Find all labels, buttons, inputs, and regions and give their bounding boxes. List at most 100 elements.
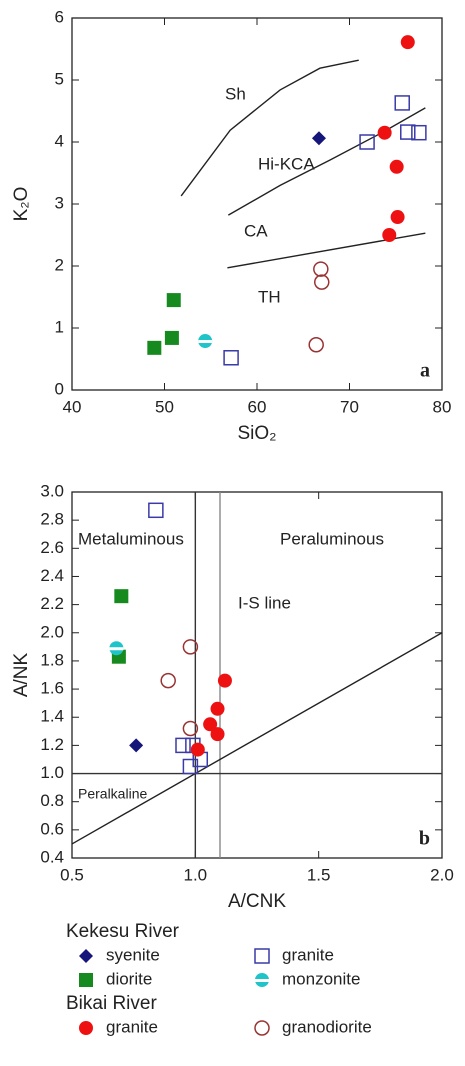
- y-tick-label: 1.6: [40, 679, 64, 698]
- y-axis-label: K₂O: [11, 187, 32, 222]
- data-point: [411, 124, 427, 141]
- marker: [129, 738, 144, 753]
- data-point: [308, 336, 324, 353]
- field-label: Metaluminous: [78, 529, 184, 548]
- marker: [114, 589, 129, 604]
- data-point: [313, 261, 329, 277]
- marker: [411, 124, 427, 141]
- data-point: [148, 502, 164, 519]
- panel-label: b: [419, 828, 430, 850]
- y-tick-label: 1.0: [40, 763, 64, 782]
- marker-band: [198, 340, 213, 344]
- legend-marker: [79, 1021, 93, 1035]
- field-label: TH: [258, 287, 281, 306]
- marker: [217, 673, 232, 688]
- y-tick-label: 1.2: [40, 735, 64, 754]
- data-point: [314, 274, 330, 290]
- marker: [400, 124, 416, 140]
- x-axis-label: SiO₂: [237, 423, 276, 444]
- panel-label: a: [420, 360, 430, 382]
- marker: [160, 672, 176, 689]
- field-label: Peralkaline: [78, 786, 147, 802]
- marker: [182, 720, 199, 737]
- marker: [147, 340, 162, 355]
- boundary-line: [180, 59, 359, 197]
- legend-marker: [254, 1020, 270, 1036]
- y-tick-label: 6: [55, 7, 64, 26]
- marker: [79, 949, 93, 963]
- y-tick-label: 3.0: [40, 481, 64, 500]
- data-point: [311, 131, 326, 146]
- y-tick-label: 2.0: [40, 622, 64, 641]
- data-point: [182, 720, 199, 737]
- data-point: [175, 737, 191, 754]
- x-tick-label: 50: [155, 397, 174, 416]
- x-tick-label: 1.0: [184, 865, 208, 884]
- marker: [203, 717, 218, 732]
- data-point: [182, 639, 199, 655]
- marker: [210, 701, 225, 716]
- legend-label: granite: [106, 1017, 158, 1036]
- marker: [308, 336, 324, 353]
- y-tick-label: 2.4: [40, 566, 64, 585]
- field-label: I-S line: [238, 593, 291, 612]
- data-point: [400, 35, 415, 50]
- marker: [254, 1020, 270, 1036]
- y-tick-label: 2.2: [40, 594, 64, 613]
- data-point: [160, 672, 176, 689]
- y-tick-label: 0.8: [40, 791, 64, 810]
- marker: [79, 973, 93, 987]
- x-tick-label: 40: [63, 397, 82, 416]
- marker: [164, 330, 179, 345]
- marker: [390, 210, 405, 225]
- marker: [314, 274, 330, 290]
- legend-marker: [254, 948, 270, 964]
- legend-marker: [79, 949, 93, 963]
- data-point: [210, 701, 225, 716]
- legend-group-title: Kekesu River: [66, 921, 180, 942]
- field-label: Sh: [225, 84, 246, 103]
- marker: [400, 35, 415, 50]
- x-tick-label: 0.5: [60, 865, 84, 884]
- marker: [79, 1021, 93, 1035]
- data-point: [382, 228, 397, 242]
- marker: [377, 125, 392, 140]
- field-label: Peraluminous: [280, 529, 384, 548]
- legend-marker: [79, 973, 93, 987]
- y-tick-label: 5: [55, 69, 64, 88]
- data-point: [190, 742, 205, 757]
- x-tick-label: 80: [433, 397, 452, 416]
- data-point: [129, 738, 144, 753]
- x-tick-label: 70: [340, 397, 359, 416]
- y-tick-label: 0: [55, 379, 64, 398]
- y-tick-label: 1.8: [40, 650, 64, 669]
- y-tick-label: 2.8: [40, 510, 64, 529]
- data-point: [400, 124, 416, 140]
- legend-label: monzonite: [282, 969, 360, 988]
- x-tick-label: 1.5: [307, 865, 331, 884]
- y-tick-label: 0.6: [40, 819, 64, 838]
- legend-marker: [255, 973, 269, 987]
- marker: [394, 95, 410, 111]
- legend-label: granodiorite: [282, 1017, 372, 1036]
- y-tick-label: 0.4: [40, 847, 64, 866]
- marker: [210, 727, 225, 742]
- marker: [190, 742, 205, 757]
- data-point: [377, 125, 392, 140]
- y-tick-label: 2.6: [40, 538, 64, 557]
- marker: [382, 228, 397, 242]
- x-tick-label: 60: [248, 397, 267, 416]
- legend-label: diorite: [106, 969, 152, 988]
- data-point: [198, 334, 213, 349]
- plot-frame: [71, 491, 443, 859]
- marker: [166, 293, 181, 308]
- data-point: [114, 589, 129, 604]
- marker: [182, 639, 199, 655]
- marker: [223, 350, 239, 366]
- y-tick-label: 2: [55, 255, 64, 274]
- field-label: Hi-KCA: [258, 154, 315, 173]
- data-point: [223, 350, 239, 366]
- field-label: CA: [244, 221, 268, 240]
- y-tick-label: 4: [55, 131, 64, 150]
